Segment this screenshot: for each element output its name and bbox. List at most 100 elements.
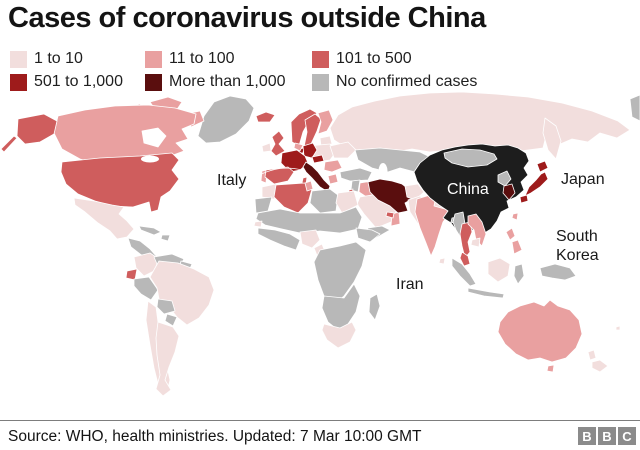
bbc-logo-block: C (618, 427, 636, 445)
country-indonesia-sumatra (451, 257, 477, 287)
country-iceland (255, 111, 276, 123)
country-sri-lanka (438, 257, 446, 265)
country-russia-kamchatka (542, 117, 562, 160)
page-title: Cases of coronavirus outside China (8, 2, 486, 34)
legend-label: 101 to 500 (336, 50, 412, 67)
country-australia-tasmania (546, 364, 555, 373)
country-nigeria (299, 229, 321, 249)
country-brazil (149, 260, 215, 326)
country-greece (327, 173, 339, 185)
legend-label: More than 1,000 (169, 73, 286, 90)
country-madagascar (368, 293, 381, 321)
region-oceania (497, 299, 621, 373)
region-south-america (125, 252, 215, 397)
country-new-guinea (539, 263, 577, 281)
country-new-zealand (587, 349, 597, 361)
country-libya (309, 188, 339, 214)
country-paraguay (164, 313, 178, 327)
hudson-bay (141, 127, 167, 148)
region-balkans-romania (323, 159, 343, 173)
map-label-iran: Iran (396, 276, 424, 293)
country-mongolia (443, 148, 498, 168)
legend-swatch (10, 50, 27, 68)
legend-item-101-to-500: 101 to 500 (312, 50, 412, 68)
region-russia-asia (329, 91, 640, 160)
region-africa (253, 180, 381, 349)
country-hispaniola (160, 234, 171, 242)
country-turkey (339, 167, 373, 182)
legend-swatch (312, 73, 329, 91)
country-cambodia (470, 237, 481, 248)
island-fiji (615, 325, 621, 331)
source-text: Source: WHO, health ministries. Updated:… (8, 428, 422, 445)
country-usa-alaska (16, 113, 58, 145)
country-malaysia (459, 251, 471, 267)
japan-callout-line (540, 186, 557, 196)
legend-swatch (312, 50, 329, 68)
map-label-south-korea: South Korea (556, 228, 599, 264)
country-north-korea (497, 170, 512, 187)
country-uk (270, 130, 286, 157)
country-germany (302, 142, 318, 159)
country-philippines (511, 239, 523, 255)
region-middle-east (339, 147, 433, 239)
country-philippines (505, 227, 516, 241)
legend-label: 501 to 1,000 (34, 73, 123, 90)
world-map (0, 91, 640, 397)
region-asia (413, 143, 577, 299)
italy-callout-line (255, 167, 303, 178)
region-central-east-africa (313, 241, 367, 305)
country-ecuador (125, 268, 138, 281)
region-far-east-gray (629, 94, 640, 122)
legend-item-501-to-1000: 501 to 1,000 (10, 73, 123, 91)
country-sweden (303, 113, 322, 148)
map-label-japan: Japan (561, 171, 605, 188)
country-usa-alaska (0, 135, 18, 153)
country-usa (60, 152, 180, 213)
legend-item-more-than-1000: More than 1,000 (145, 73, 286, 91)
country-spain (264, 166, 295, 185)
legend-item-1-to-10: 1 to 10 (10, 50, 83, 68)
country-argentina (155, 321, 180, 397)
bbc-logo-block: B (578, 427, 596, 445)
region-benelux (293, 142, 304, 152)
south-korea-callout-line (512, 201, 557, 247)
country-malaysia-borneo (487, 257, 511, 283)
country-south-africa (321, 321, 357, 349)
country-greenland (197, 95, 255, 144)
legend-swatch (145, 50, 162, 68)
bbc-logo: B B C (578, 427, 636, 445)
legend-item-no-confirmed-cases: No confirmed cases (312, 73, 477, 91)
legend-swatch (145, 73, 162, 91)
country-japan-kyushu (519, 194, 529, 204)
country-senegal (253, 220, 263, 228)
country-indonesia-java (467, 287, 505, 299)
country-japan-hokkaido (536, 160, 549, 173)
country-bolivia (156, 298, 176, 315)
country-russia (329, 91, 631, 153)
country-peru (133, 276, 159, 301)
region-west-africa-coast (257, 227, 301, 251)
country-finland (317, 109, 334, 135)
country-cuba (138, 225, 162, 236)
legend-item-11-to-100: 11 to 100 (145, 50, 235, 68)
country-ireland (261, 142, 272, 153)
region-baltics (319, 135, 333, 147)
legend-swatch (10, 73, 27, 91)
caspian-sea (378, 163, 388, 179)
region-southern-africa (321, 283, 361, 331)
country-new-zealand (591, 359, 609, 373)
country-japan-honshu (524, 171, 549, 197)
country-uae (385, 211, 395, 219)
region-ukraine-belarus (329, 141, 357, 159)
country-mexico (73, 197, 135, 240)
country-south-korea (502, 183, 516, 201)
map-label-italy: Italy (217, 172, 247, 189)
country-china (413, 143, 530, 235)
country-iran (367, 178, 413, 214)
country-austria-switzerland (311, 154, 325, 164)
country-indonesia-sulawesi (513, 263, 525, 285)
iran-callout-line (406, 210, 415, 268)
region-horn-of-africa (355, 227, 381, 243)
